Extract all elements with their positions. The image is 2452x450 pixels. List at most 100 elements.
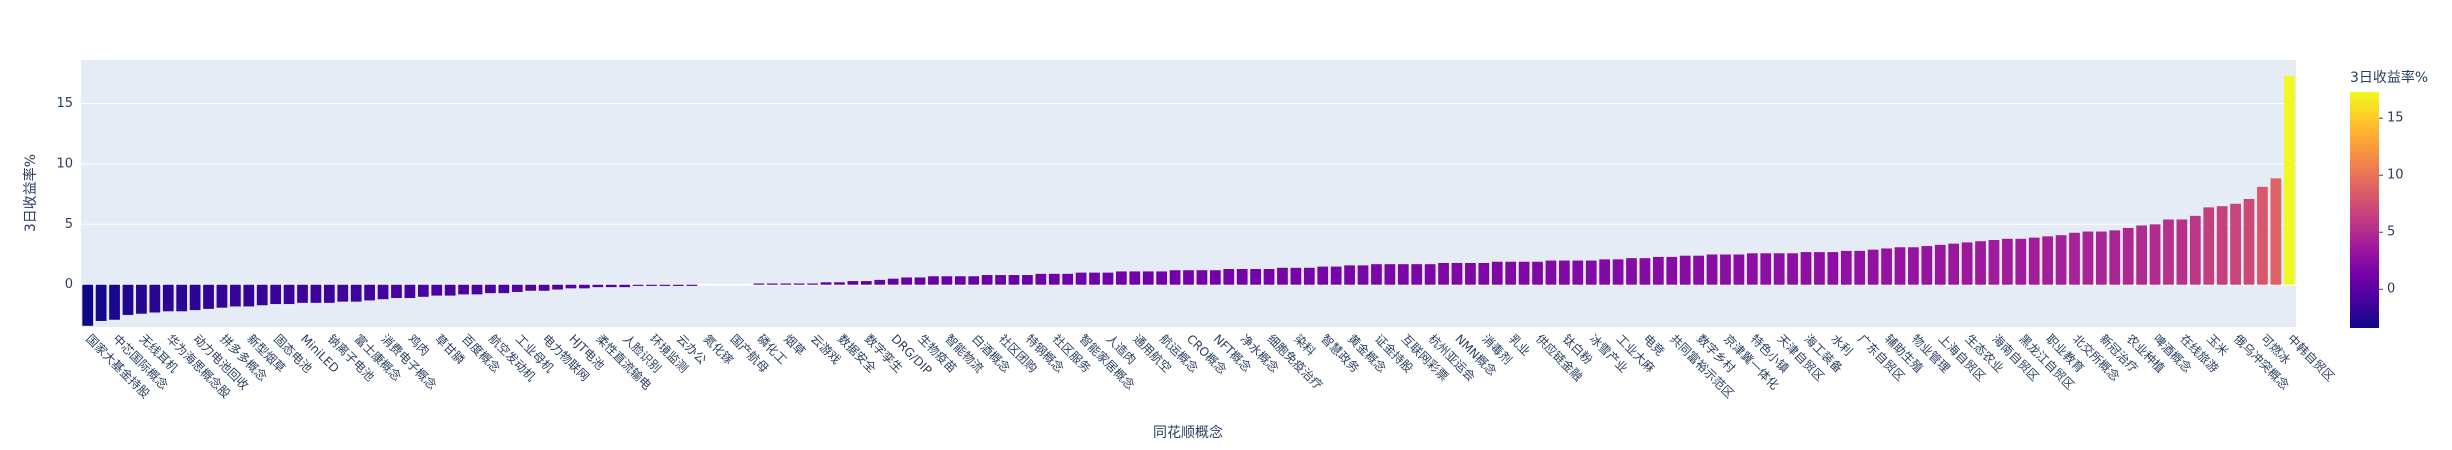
bar bbox=[1424, 264, 1436, 285]
bar bbox=[323, 284, 335, 303]
bar bbox=[552, 284, 563, 290]
bar bbox=[766, 283, 778, 285]
bar bbox=[2230, 203, 2241, 285]
bar bbox=[1277, 267, 1288, 285]
bar bbox=[203, 284, 214, 309]
bar bbox=[1102, 272, 1114, 285]
bar bbox=[834, 282, 845, 285]
bar bbox=[176, 284, 188, 312]
bar bbox=[1921, 246, 1933, 285]
bar bbox=[2002, 238, 2013, 285]
y-axis-title: 3日收益率% bbox=[22, 154, 39, 232]
bar bbox=[1585, 260, 1597, 285]
bar bbox=[511, 284, 523, 292]
bar bbox=[1572, 260, 1584, 285]
bar bbox=[350, 284, 362, 302]
bar bbox=[646, 284, 657, 286]
bar bbox=[270, 284, 282, 305]
bar bbox=[1330, 266, 1342, 285]
bar bbox=[1035, 273, 1047, 285]
bar bbox=[458, 284, 469, 295]
bar bbox=[1961, 242, 1973, 285]
bar bbox=[793, 283, 805, 285]
bar bbox=[1666, 256, 1678, 285]
bar bbox=[2283, 75, 2295, 285]
bar bbox=[1814, 252, 1825, 285]
bar bbox=[565, 284, 577, 289]
bar bbox=[1827, 252, 1839, 285]
bar bbox=[1894, 247, 1906, 285]
bar bbox=[901, 277, 912, 285]
bar bbox=[1679, 255, 1691, 285]
bar bbox=[431, 284, 443, 296]
colorbar-tick-label: 5 bbox=[2387, 225, 2395, 240]
bar bbox=[1773, 253, 1785, 285]
bar bbox=[1491, 261, 1503, 285]
bar bbox=[1840, 250, 1852, 285]
bar bbox=[1062, 273, 1074, 285]
bar bbox=[337, 284, 349, 302]
bar bbox=[1908, 247, 1919, 285]
bar bbox=[847, 281, 859, 285]
bar bbox=[1760, 253, 1772, 285]
bar bbox=[780, 283, 792, 285]
bar bbox=[753, 283, 765, 285]
bar bbox=[1800, 252, 1812, 285]
bar bbox=[2176, 219, 2188, 285]
bar bbox=[1545, 260, 1557, 285]
bar bbox=[82, 284, 94, 326]
bar bbox=[887, 278, 899, 285]
bar bbox=[1089, 272, 1100, 285]
bar bbox=[2082, 231, 2094, 285]
bar bbox=[592, 284, 604, 288]
bar bbox=[1209, 270, 1221, 285]
bar bbox=[1411, 264, 1423, 285]
bar bbox=[1867, 249, 1879, 285]
bar bbox=[1988, 240, 2000, 285]
bar bbox=[941, 276, 953, 285]
colorbar-tick-label: 10 bbox=[2387, 168, 2404, 183]
bar bbox=[95, 284, 107, 321]
bar bbox=[1008, 275, 1020, 285]
bar bbox=[1075, 272, 1087, 285]
bar bbox=[1129, 271, 1141, 285]
bar bbox=[673, 284, 684, 286]
bar bbox=[1626, 258, 1637, 285]
bar bbox=[2189, 215, 2201, 285]
bar bbox=[162, 284, 174, 312]
bar bbox=[1142, 271, 1154, 285]
bar bbox=[2243, 198, 2255, 285]
bar bbox=[860, 281, 872, 285]
bar bbox=[1236, 269, 1248, 285]
bar bbox=[2149, 224, 2161, 285]
bar bbox=[2015, 238, 2027, 285]
bar bbox=[1022, 275, 1033, 285]
bar bbox=[1183, 270, 1194, 285]
bar bbox=[2163, 219, 2174, 285]
bar bbox=[2122, 227, 2134, 285]
bar bbox=[377, 284, 389, 300]
bar bbox=[1156, 271, 1168, 285]
bar bbox=[1599, 259, 1611, 285]
bar bbox=[1518, 261, 1530, 285]
bar bbox=[391, 284, 402, 299]
bar bbox=[1344, 265, 1355, 285]
bar bbox=[1746, 253, 1758, 285]
bar bbox=[471, 284, 483, 295]
bar bbox=[1465, 262, 1476, 285]
bar bbox=[1854, 250, 1866, 285]
bar bbox=[136, 284, 147, 314]
bar bbox=[1290, 267, 1302, 285]
bar bbox=[256, 284, 268, 306]
colorbar-title: 3日收益率% bbox=[2350, 69, 2428, 86]
bar bbox=[2028, 237, 2040, 285]
bar bbox=[1384, 264, 1396, 285]
bar bbox=[1733, 254, 1745, 285]
bar bbox=[189, 284, 201, 311]
bar bbox=[1371, 264, 1382, 285]
bar bbox=[2042, 236, 2054, 285]
colorbar-tick-label: 15 bbox=[2387, 111, 2404, 126]
bar bbox=[485, 284, 496, 294]
bar bbox=[364, 284, 375, 301]
bar bbox=[498, 284, 510, 294]
